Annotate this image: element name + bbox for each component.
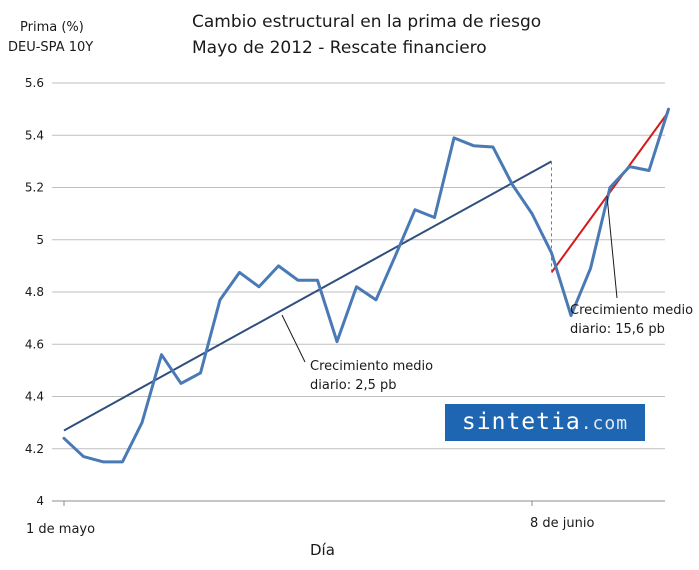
chart-subtitle: Mayo de 2012 - Rescate financiero	[192, 38, 487, 58]
annotation-fast-line2: diario: 15,6 pb	[570, 322, 665, 337]
x-label-start: 1 de mayo	[26, 522, 96, 537]
series-lines	[62, 107, 670, 464]
series-line	[62, 107, 670, 464]
y-tick-label: 5.4	[25, 128, 44, 142]
x-axis-label: Día	[310, 541, 335, 559]
y-axis-label-2: DEU-SPA 10Y	[8, 40, 94, 55]
annotation-slow-growth: Crecimiento medio diario: 2,5 pb	[310, 357, 433, 395]
annotation-pointer-slow	[281, 314, 306, 363]
y-tick-label: 5.6	[25, 76, 44, 90]
annotation-pointer-fast	[606, 195, 618, 299]
x-tick-marks	[63, 501, 533, 506]
sintetia-logo: sintetia.com	[445, 404, 645, 441]
y-tick-label: 4.8	[25, 285, 44, 299]
logo-suffix: .com	[580, 413, 629, 434]
annotation-fast-line1: Crecimiento medio	[570, 303, 694, 318]
y-tick-label: 5.2	[25, 181, 44, 195]
chart-title: Cambio estructural en la prima de riesgo	[192, 12, 542, 32]
x-label-june: 8 de junio	[530, 516, 595, 531]
gridlines	[52, 82, 665, 450]
annotation-fast-growth: Crecimiento medio diario: 15,6 pb	[570, 301, 693, 339]
annotation-pointers	[281, 195, 618, 363]
y-tick-label: 4.4	[25, 390, 44, 404]
y-tick-labels: 4 4.2 4.4 4.6 4.8 5 5.2 5.4 5.6	[25, 76, 44, 508]
annotation-slow-line1: Crecimiento medio	[310, 359, 434, 374]
y-tick-label: 4	[36, 494, 44, 508]
logo-main: sintetia	[461, 409, 581, 435]
y-tick-label: 5	[36, 233, 44, 247]
y-axis-label: Prima (%)	[20, 20, 84, 35]
trendline-overall	[63, 160, 552, 432]
y-tick-label: 4.2	[25, 442, 44, 456]
annotation-slow-line2: diario: 2,5 pb	[310, 378, 397, 393]
y-tick-label: 4.6	[25, 337, 44, 351]
